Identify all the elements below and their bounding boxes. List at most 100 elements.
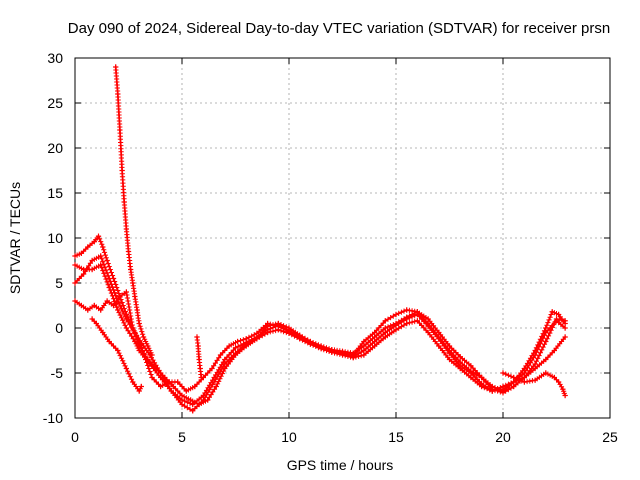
data-point xyxy=(235,338,241,345)
data-point xyxy=(117,127,123,133)
data-point xyxy=(196,401,202,408)
data-point xyxy=(115,91,121,97)
data-point xyxy=(130,325,136,331)
data-point xyxy=(543,338,549,345)
data-point xyxy=(393,322,399,328)
data-point xyxy=(479,383,485,390)
data-point xyxy=(404,316,410,322)
data-point xyxy=(217,352,224,358)
data-point xyxy=(130,379,136,385)
data-point xyxy=(372,334,378,340)
data-point xyxy=(425,323,431,329)
y-axis-label: SDTVAR / TECUs xyxy=(7,182,23,294)
data-point xyxy=(132,293,138,300)
series-line xyxy=(74,264,566,406)
data-point xyxy=(149,374,155,381)
series-track-d xyxy=(72,289,568,408)
data-point xyxy=(162,374,168,381)
data-point xyxy=(85,244,91,250)
data-point xyxy=(562,318,568,324)
data-point xyxy=(115,307,121,313)
data-point xyxy=(372,329,378,336)
x-axis-label: GPS time / hours xyxy=(287,457,394,473)
data-point xyxy=(78,250,84,256)
data-point xyxy=(183,388,189,394)
data-point xyxy=(149,352,155,358)
data-point xyxy=(130,280,136,286)
data-point xyxy=(414,318,420,324)
data-point xyxy=(170,383,176,390)
data-point xyxy=(500,383,506,390)
data-point xyxy=(117,293,123,300)
data-point xyxy=(213,383,219,390)
data-point xyxy=(232,352,239,358)
data-point xyxy=(232,345,239,351)
data-point xyxy=(339,352,346,358)
data-point xyxy=(532,365,538,372)
data-point xyxy=(100,244,106,250)
y-tick-label: 20 xyxy=(47,140,63,156)
data-point xyxy=(551,374,557,381)
x-tick-label: 10 xyxy=(281,429,297,445)
data-point xyxy=(89,316,95,322)
data-point xyxy=(128,266,134,273)
data-point xyxy=(436,343,442,349)
data-point xyxy=(329,349,335,355)
data-point xyxy=(446,350,453,356)
series-markers xyxy=(72,262,568,408)
y-tick-label: -10 xyxy=(43,410,63,426)
data-point xyxy=(106,275,112,282)
data-point xyxy=(195,343,201,349)
x-tick-label: 15 xyxy=(388,429,404,445)
data-point xyxy=(115,347,121,354)
data-point xyxy=(532,361,538,367)
data-point xyxy=(479,374,485,381)
data-point xyxy=(543,329,549,336)
data-point xyxy=(104,298,110,304)
data-point xyxy=(106,338,112,345)
ticks-layer: 0 5 10 15 20 25 -10 -5 0 5 10 15 20 25 30 xyxy=(43,50,618,445)
data-point xyxy=(286,330,292,336)
data-point xyxy=(404,320,410,327)
data-point xyxy=(209,365,215,372)
data-point xyxy=(361,338,367,345)
data-point xyxy=(511,383,517,390)
data-point xyxy=(136,388,142,394)
data-point xyxy=(136,320,142,327)
x-tick-label: 5 xyxy=(178,429,186,445)
data-point xyxy=(211,374,217,381)
data-point xyxy=(175,379,181,385)
data-point xyxy=(197,365,203,372)
x-tick-label: 20 xyxy=(495,429,511,445)
y-tick-label: 15 xyxy=(47,185,63,201)
data-point xyxy=(222,356,228,363)
data-point xyxy=(549,309,555,315)
data-point xyxy=(134,307,140,313)
data-point xyxy=(222,365,228,372)
data-point xyxy=(93,320,99,327)
data-point xyxy=(138,383,144,390)
data-point xyxy=(104,257,110,264)
data-point xyxy=(200,392,206,399)
data-point xyxy=(145,356,151,363)
data-point xyxy=(72,298,78,304)
data-point xyxy=(372,338,378,345)
data-point xyxy=(194,334,200,340)
y-tick-label: 5 xyxy=(55,275,63,291)
data-point xyxy=(318,346,324,352)
data-point xyxy=(179,401,185,408)
data-point xyxy=(198,374,204,381)
data-point xyxy=(425,316,431,322)
data-point xyxy=(275,322,281,328)
data-point xyxy=(91,302,97,309)
data-point xyxy=(226,343,232,349)
data-point xyxy=(121,199,127,205)
data-point xyxy=(297,336,303,342)
data-point xyxy=(78,302,84,309)
data-point xyxy=(532,352,538,358)
data-point xyxy=(145,343,151,349)
data-point xyxy=(91,239,97,245)
data-point xyxy=(110,302,117,309)
series-track-c xyxy=(72,262,568,408)
